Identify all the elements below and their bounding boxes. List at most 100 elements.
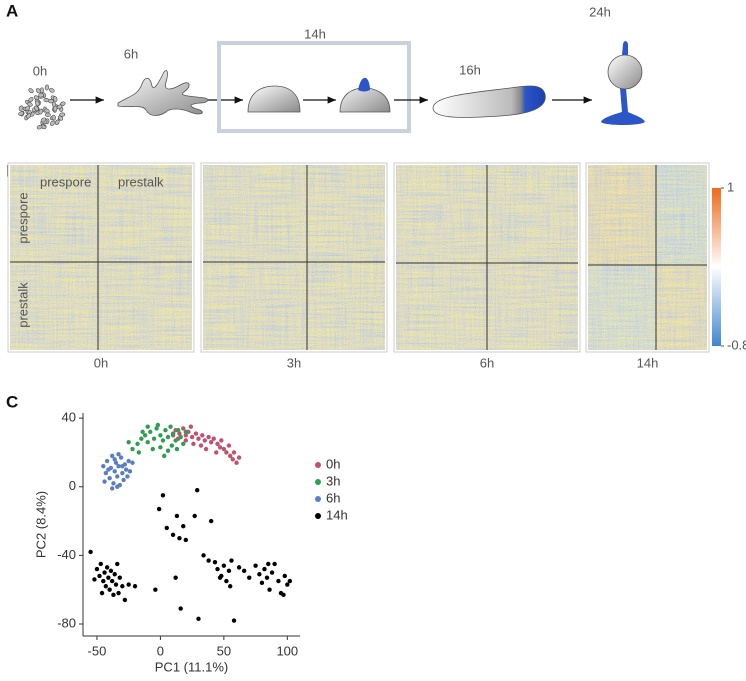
point — [126, 582, 131, 587]
point — [174, 446, 180, 452]
point — [108, 568, 114, 574]
point — [111, 481, 116, 486]
point — [282, 573, 287, 579]
point — [269, 570, 275, 575]
point — [130, 460, 135, 465]
timepoint-label: 14h — [304, 26, 326, 41]
point — [113, 460, 119, 465]
point — [102, 479, 107, 484]
point — [99, 590, 105, 596]
point — [106, 467, 111, 472]
timepoint-label: 6h — [124, 46, 138, 61]
point — [276, 578, 281, 584]
panel-letter: A — [6, 1, 18, 20]
cell — [36, 124, 43, 130]
point — [115, 484, 120, 489]
point — [107, 475, 112, 481]
timepoint-label: 24h — [589, 4, 611, 19]
point — [115, 474, 120, 479]
point — [231, 618, 237, 623]
point — [113, 582, 119, 587]
point — [181, 524, 186, 529]
point — [109, 486, 115, 491]
cell — [38, 108, 43, 115]
point — [101, 578, 106, 584]
point — [183, 429, 188, 435]
colorbar-ticks: 1 -0.8 — [721, 179, 746, 352]
point — [170, 431, 176, 436]
point — [168, 424, 173, 429]
point — [145, 424, 150, 429]
point — [151, 436, 157, 441]
point — [266, 561, 271, 567]
axis-label: prespore — [15, 192, 30, 243]
cell — [44, 108, 50, 114]
x-tick-label: 100 — [276, 643, 298, 658]
timepoint-label: 0h — [33, 63, 47, 78]
point — [111, 592, 116, 598]
point — [120, 584, 125, 589]
point — [112, 572, 117, 577]
cell — [44, 112, 51, 117]
timepoint-label: 16h — [459, 62, 481, 77]
point — [106, 575, 111, 580]
point — [217, 445, 223, 450]
point — [201, 553, 206, 558]
point — [208, 518, 214, 524]
legend-label: 0h — [326, 456, 340, 471]
cell — [38, 93, 44, 98]
point — [178, 434, 183, 440]
point — [136, 450, 142, 455]
tip — [358, 77, 370, 92]
point — [92, 577, 97, 582]
point — [253, 563, 258, 568]
point — [226, 568, 232, 574]
point — [188, 424, 194, 429]
x-tick-label: -50 — [88, 643, 107, 658]
point — [189, 434, 195, 440]
point — [117, 575, 123, 580]
point — [126, 439, 131, 445]
point — [132, 584, 138, 589]
spore-head — [607, 54, 643, 90]
point — [115, 561, 120, 567]
point — [219, 438, 224, 443]
point — [177, 431, 182, 436]
cell — [18, 111, 24, 116]
point — [169, 443, 175, 448]
legend-label: 14h — [326, 507, 348, 522]
axis-label: prespore — [40, 174, 91, 189]
point — [120, 470, 125, 476]
point — [267, 587, 272, 592]
point — [142, 433, 148, 438]
point — [206, 558, 211, 563]
axis-label: prestalk — [118, 174, 164, 189]
point — [193, 431, 199, 436]
scatter-plot: 40 0 -40 -80 -50 0 50 100 PC1 (11.1%) PC2 (8.4%) 0… — [33, 410, 347, 675]
heatmap-texture — [10, 165, 192, 350]
point — [285, 582, 290, 587]
point — [241, 568, 247, 574]
legend-marker — [315, 462, 321, 468]
heatmaps: 0h 3h 6h 14h — [7, 162, 710, 370]
point — [109, 578, 115, 584]
point — [191, 441, 196, 447]
cell — [40, 117, 47, 123]
point — [287, 578, 293, 584]
point — [162, 453, 167, 459]
cell — [49, 88, 55, 93]
point — [103, 470, 109, 476]
point — [215, 566, 220, 572]
legend-marker — [315, 479, 321, 485]
point — [158, 445, 163, 450]
point — [130, 446, 135, 452]
point — [203, 446, 209, 452]
colorbar-tick-label: -0.8 — [727, 337, 746, 352]
point — [160, 438, 166, 443]
y-tick-label: 40 — [62, 410, 76, 425]
point — [236, 565, 242, 570]
point — [259, 580, 265, 586]
point — [165, 434, 171, 440]
point — [98, 561, 103, 567]
